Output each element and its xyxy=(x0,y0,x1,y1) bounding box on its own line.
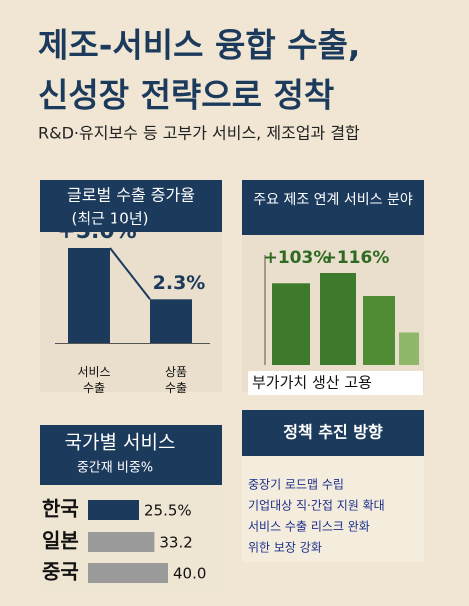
value-label: 25.5% xyxy=(144,502,192,520)
value-label: 2.3% xyxy=(153,272,206,294)
value-label: +116% xyxy=(323,248,390,268)
caption-box xyxy=(248,371,423,395)
panel-title: 글로벌 수출 증가율 xyxy=(67,186,195,205)
title-line: 신성장 전략으로 정착 xyxy=(38,76,334,115)
value-label: 33.2 xyxy=(159,534,192,552)
panel-title: 국가별 서비스 xyxy=(65,432,176,454)
value-label: +103% xyxy=(264,248,331,268)
bar xyxy=(399,332,419,365)
bar xyxy=(272,283,310,365)
panel-subtitle: (최근 10년) xyxy=(72,210,149,228)
connector xyxy=(109,247,151,300)
category-label: 중국 xyxy=(42,560,79,584)
panel-title: 정책 추진 방향 xyxy=(283,423,383,442)
policy-item: 위한 보장 강화 xyxy=(248,541,322,555)
panel-header xyxy=(242,180,424,235)
category-label: 한국 xyxy=(42,497,79,521)
bar xyxy=(68,248,110,343)
panel-title: 주요 제조 연계 서비스 분야 xyxy=(253,192,413,208)
bar xyxy=(363,296,395,365)
x-tick-label: 상품 수출 xyxy=(165,365,187,395)
value-label: 40.0 xyxy=(173,565,206,583)
bar xyxy=(88,500,139,520)
policy-item: 서비스 수출 리스크 완화 xyxy=(248,520,370,534)
policy-item: 중장기 로드맵 수립 xyxy=(248,478,344,492)
bar xyxy=(88,532,155,552)
x-axis-label: 부가가치 생산 고용 xyxy=(252,374,372,392)
policy-item: 기업대상 직·간접 지원 확대 xyxy=(248,499,385,513)
value-label: +5.0% xyxy=(57,219,136,244)
title-line: 제조-서비스 융합 수출, xyxy=(38,26,360,65)
category-label: 일본 xyxy=(42,529,79,553)
panel-header xyxy=(242,410,424,456)
subtitle: R&D·유지보수 등 고부가 서비스, 제조업과 결합 xyxy=(38,124,360,143)
bar xyxy=(320,273,356,365)
bar xyxy=(88,563,168,583)
panel-header xyxy=(40,425,222,485)
panel-subtitle: 중간재 비중% xyxy=(77,461,153,476)
x-tick-label: 서비스 수출 xyxy=(77,365,110,395)
bar xyxy=(150,299,192,343)
panel-header xyxy=(40,180,222,232)
